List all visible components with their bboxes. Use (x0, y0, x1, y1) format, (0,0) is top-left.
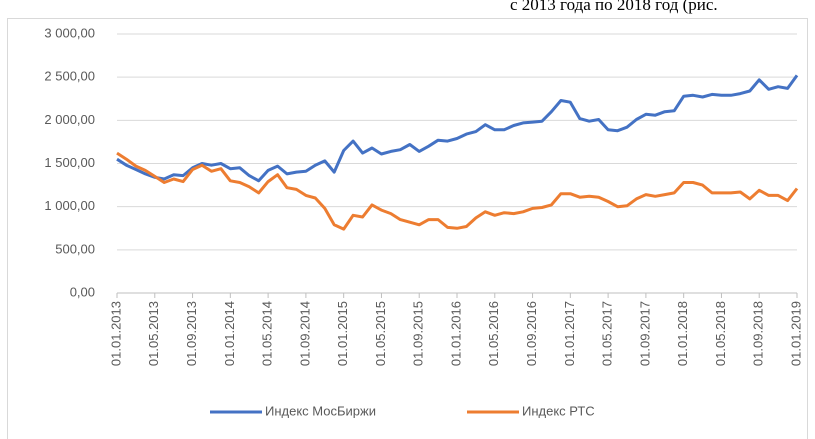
x-tick-label: 01.01.2013 (108, 301, 123, 366)
legend-label: Индекс МосБиржи (265, 403, 376, 418)
x-tick-label: 01.01.2014 (222, 301, 237, 366)
x-tick-label: 01.05.2018 (713, 301, 728, 366)
x-tick-label: 01.05.2017 (600, 301, 615, 366)
y-tick-label: 500,00 (55, 241, 95, 256)
x-tick-label: 01.05.2014 (260, 301, 275, 366)
y-tick-label: 2 500,00 (44, 69, 95, 84)
series-line (116, 74, 799, 183)
legend-label: Индекс РТС (522, 403, 595, 418)
y-tick-label: 1 000,00 (44, 198, 95, 213)
y-tick-label: 1 500,00 (44, 155, 95, 170)
x-tick-label: 01.09.2018 (751, 301, 766, 366)
x-tick-label: 01.01.2017 (562, 301, 577, 366)
x-tick-label: 01.09.2015 (411, 301, 426, 366)
y-tick-label: 0,00 (70, 284, 95, 299)
x-tick-label: 01.05.2015 (373, 301, 388, 366)
x-tick-label: 01.01.2016 (448, 301, 463, 366)
series-line (116, 151, 799, 231)
x-tick-label: 01.05.2016 (486, 301, 501, 366)
x-tick-label: 01.01.2015 (335, 301, 350, 366)
y-tick-label: 2 000,00 (44, 112, 95, 127)
y-tick-label: 3 000,00 (44, 25, 95, 40)
x-tick-label: 01.09.2014 (297, 301, 312, 366)
text-backdrop (480, 0, 815, 18)
annotation: с 2013 года по 2018 год (рис. (510, 0, 718, 14)
x-tick-label: 01.09.2016 (524, 301, 539, 366)
x-tick-label: 01.09.2017 (637, 301, 652, 366)
chart-border (7, 18, 808, 439)
x-tick-label: 01.01.2019 (788, 301, 803, 366)
x-tick-label: 01.05.2013 (146, 301, 161, 366)
x-tick-label: 01.01.2018 (675, 301, 690, 366)
x-tick-label: 01.09.2013 (184, 301, 199, 366)
